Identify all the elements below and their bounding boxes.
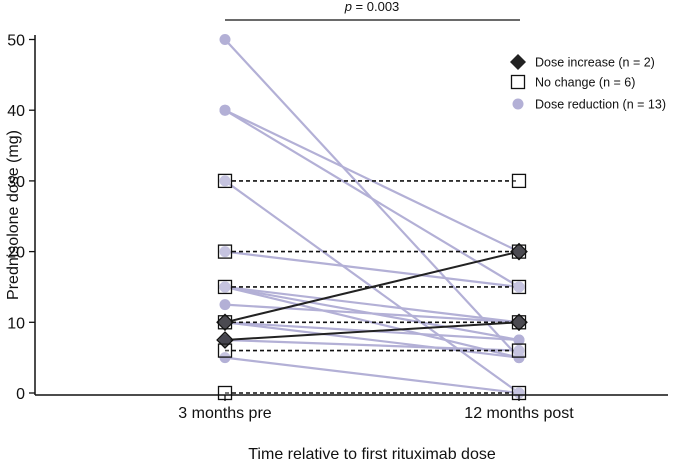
series-markers — [216, 34, 528, 401]
x-axis-title: Time relative to first rituximab dose — [248, 446, 496, 463]
data-point-increase — [216, 313, 234, 332]
significance-label: p = 0.003 — [344, 0, 400, 14]
legend-label-reduction: Dose reduction (n = 13) — [535, 98, 666, 112]
series-line-reduction — [224, 109, 520, 288]
data-point-increase — [216, 331, 234, 349]
data-point-reduction — [219, 34, 231, 45]
data-point-reduction — [219, 281, 231, 293]
data-point-nochange — [511, 173, 527, 189]
legend-label-increase: Dose increase (n = 2) — [535, 56, 655, 70]
x-tick-label: 3 months pre — [178, 405, 271, 422]
legend-marker-reduction — [512, 98, 524, 110]
y-tick-label: 0 — [16, 386, 25, 403]
series-line-reduction — [224, 285, 520, 324]
series-lines — [224, 38, 520, 395]
y-axis-title: Prednisolone dose (mg) — [5, 130, 22, 300]
y-tick-label: 10 — [7, 315, 25, 332]
data-point-reduction — [219, 299, 231, 311]
data-point-nochange — [217, 279, 233, 295]
significance-annotation: p = 0.003 — [225, 0, 520, 21]
data-point-reduction — [219, 175, 231, 187]
data-point-increase — [510, 242, 528, 261]
series-line-reduction — [224, 303, 520, 324]
data-point-reduction — [513, 281, 525, 293]
x-tick-label: 12 months post — [464, 405, 574, 422]
data-point-nochange — [217, 244, 233, 259]
series-line-increase — [224, 250, 520, 324]
y-tick-label: 50 — [7, 33, 25, 50]
legend-label-nochange: No change (n = 6) — [535, 76, 635, 90]
y-tick-label: 20 — [7, 245, 25, 262]
data-point-increase — [510, 313, 528, 332]
x-axis: 3 months pre 12 months post — [35, 394, 668, 422]
data-point-reduction — [513, 345, 525, 357]
data-point-reduction — [513, 334, 525, 346]
data-point-nochange — [511, 343, 527, 358]
series-line-reduction — [224, 321, 520, 359]
legend-marker-nochange — [510, 74, 526, 90]
data-point-reduction — [219, 246, 231, 258]
y-tick-label: 40 — [7, 103, 25, 120]
series-line-reduction — [224, 338, 520, 352]
series-line-increase — [224, 321, 520, 341]
y-axis: 0 10 20 30 40 50 — [7, 33, 36, 403]
data-point-nochange — [511, 279, 527, 295]
series-line-reduction — [224, 356, 520, 395]
series-line-reduction — [224, 250, 520, 289]
legend: Dose increase (n = 2) No change (n = 6) Do… — [510, 54, 666, 112]
data-point-reduction — [219, 104, 231, 116]
legend-marker-increase — [510, 54, 526, 70]
y-tick-label: 30 — [7, 174, 25, 191]
data-point-nochange — [217, 173, 233, 189]
